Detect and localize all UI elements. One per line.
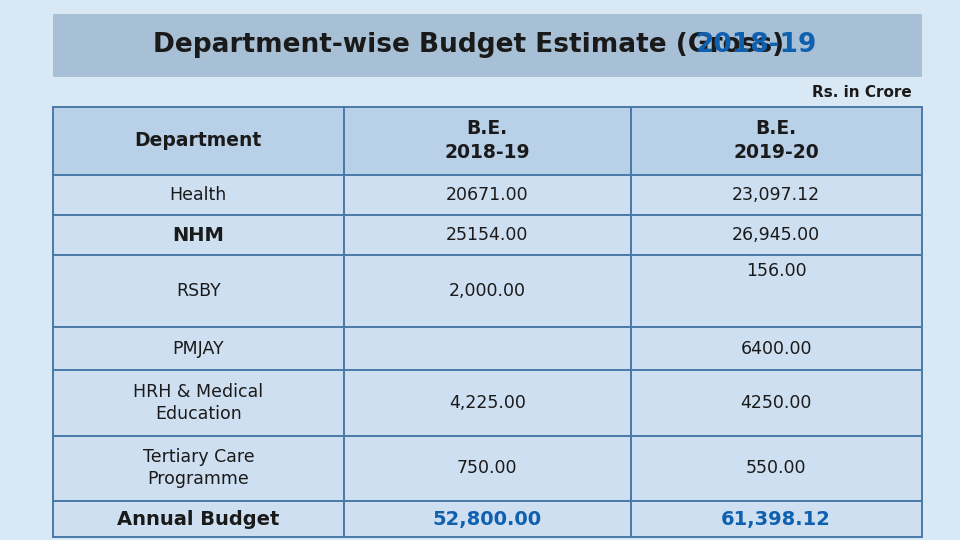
Bar — [53, 215, 344, 255]
Text: 61,398.12: 61,398.12 — [721, 510, 831, 529]
Text: Tertiary Care
Programme: Tertiary Care Programme — [142, 448, 254, 489]
Bar — [631, 327, 922, 370]
Text: 156.00: 156.00 — [746, 262, 806, 280]
Text: HRH & Medical
Education: HRH & Medical Education — [133, 382, 263, 423]
Text: Department: Department — [134, 131, 262, 150]
Bar — [53, 255, 344, 327]
Text: 4250.00: 4250.00 — [740, 394, 812, 411]
Text: 52,800.00: 52,800.00 — [433, 510, 541, 529]
Text: 6400.00: 6400.00 — [740, 340, 812, 357]
Text: 750.00: 750.00 — [457, 460, 517, 477]
Text: PMJAY: PMJAY — [173, 340, 224, 357]
Bar — [631, 215, 922, 255]
Bar — [53, 175, 344, 215]
Text: 23,097.12: 23,097.12 — [732, 186, 820, 204]
Bar — [344, 501, 631, 537]
Text: B.E.
2018-19: B.E. 2018-19 — [444, 119, 530, 163]
Bar — [344, 436, 631, 501]
Text: 2,000.00: 2,000.00 — [448, 282, 526, 300]
Bar — [53, 501, 344, 537]
Text: Department-wise Budget Estimate (Gross): Department-wise Budget Estimate (Gross) — [153, 32, 793, 58]
Text: 2018-19: 2018-19 — [696, 32, 817, 58]
Bar — [344, 327, 631, 370]
Bar — [344, 255, 631, 327]
Bar — [53, 436, 344, 501]
Text: B.E.
2019-20: B.E. 2019-20 — [733, 119, 819, 163]
Text: NHM: NHM — [173, 226, 225, 245]
Bar — [631, 370, 922, 436]
Bar — [631, 255, 922, 327]
Text: 4,225.00: 4,225.00 — [448, 394, 526, 411]
Bar — [344, 175, 631, 215]
Bar — [53, 370, 344, 436]
Bar — [344, 215, 631, 255]
Text: 25154.00: 25154.00 — [446, 226, 528, 244]
Bar — [53, 327, 344, 370]
Bar — [631, 175, 922, 215]
Bar — [344, 370, 631, 436]
Text: 550.00: 550.00 — [746, 460, 806, 477]
Text: Rs. in Crore: Rs. in Crore — [812, 85, 912, 99]
Text: Annual Budget: Annual Budget — [117, 510, 279, 529]
Bar — [631, 107, 922, 175]
Text: 20671.00: 20671.00 — [445, 186, 529, 204]
Bar — [53, 107, 344, 175]
Bar — [631, 436, 922, 501]
Bar — [631, 501, 922, 537]
Bar — [53, 14, 922, 77]
Bar — [344, 107, 631, 175]
Text: Health: Health — [170, 186, 227, 204]
Text: 26,945.00: 26,945.00 — [732, 226, 820, 244]
Text: RSBY: RSBY — [176, 282, 221, 300]
